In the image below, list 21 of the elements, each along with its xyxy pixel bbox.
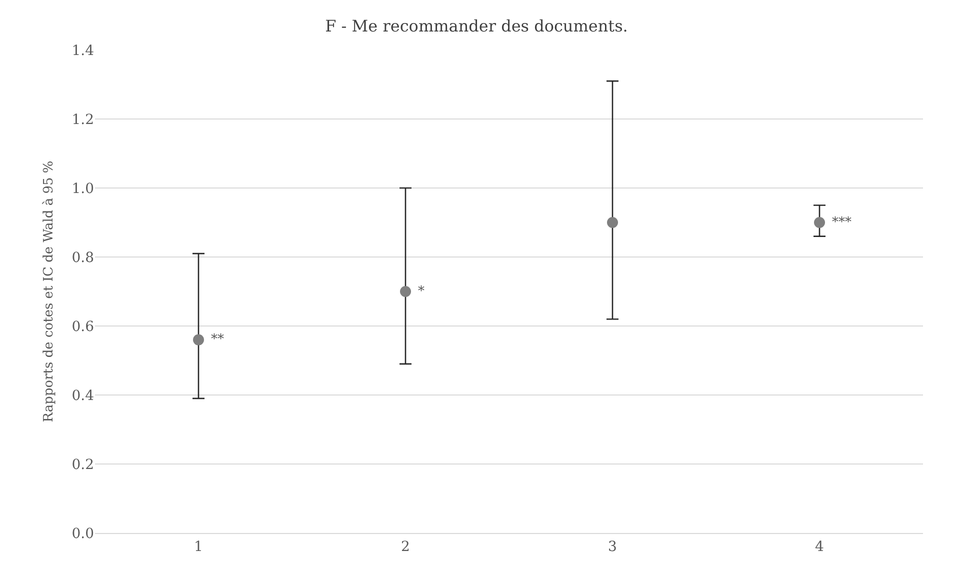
annotation: * bbox=[418, 284, 425, 299]
y-tick-label: 0.6 bbox=[72, 318, 94, 335]
x-tick-label: 2 bbox=[401, 538, 410, 555]
y-tick-label: 0.2 bbox=[72, 456, 94, 473]
annotation: ** bbox=[211, 332, 224, 347]
point bbox=[193, 334, 204, 346]
chart-title: F - Me recommander des documents. bbox=[325, 16, 628, 36]
y-tick-label: 1.2 bbox=[72, 112, 94, 128]
x-tick-label: 4 bbox=[815, 538, 824, 555]
y-tick-label: 0.8 bbox=[72, 250, 94, 266]
y-tick-label: 0.0 bbox=[72, 526, 94, 542]
point bbox=[814, 217, 825, 228]
point bbox=[607, 217, 618, 228]
x-tick-label: 1 bbox=[194, 538, 203, 555]
x-tick-label: 3 bbox=[608, 538, 617, 555]
y-tick-label: 1.4 bbox=[72, 42, 94, 59]
y-tick-label: 0.4 bbox=[72, 388, 94, 404]
y-tick-label: 1.0 bbox=[72, 180, 94, 197]
y-axis-title: Rapports de cotes et IC de Wald à 95 % bbox=[42, 160, 57, 422]
point bbox=[400, 286, 411, 297]
annotation: *** bbox=[832, 215, 852, 230]
